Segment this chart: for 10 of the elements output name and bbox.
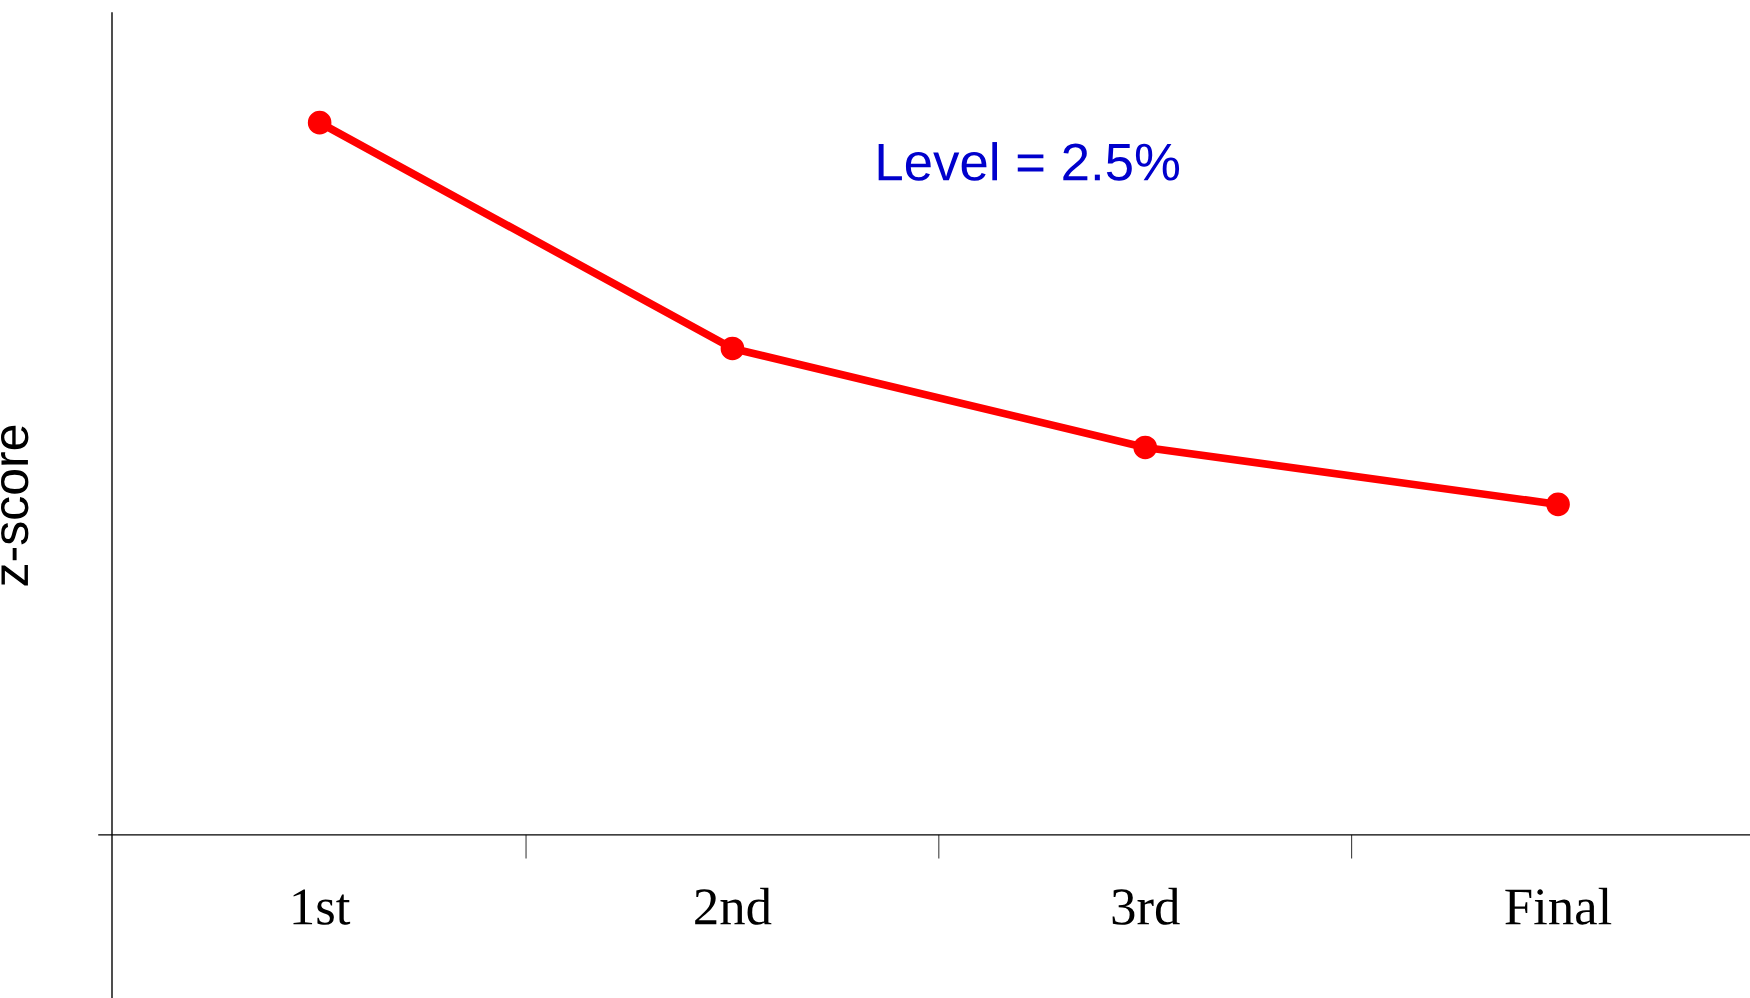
x-tick-label: 1st [293, 889, 351, 925]
x-tick-label: 3rd [1112, 887, 1180, 925]
point [307, 110, 332, 135]
point [1546, 492, 1570, 517]
annotation: Level = 2.5% [878, 142, 1180, 181]
point [720, 336, 745, 361]
point [1133, 435, 1158, 460]
y-axis-title: z-score [1, 425, 29, 586]
x-tick-label: Final [1505, 887, 1612, 925]
x-tick-label: 2nd [695, 887, 772, 925]
